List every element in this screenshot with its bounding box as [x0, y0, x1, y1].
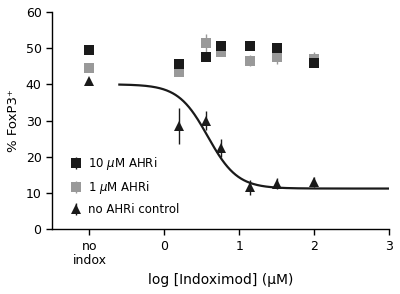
- X-axis label: log [Indoximod] (μM): log [Indoximod] (μM): [148, 273, 293, 287]
- Legend: 10 $\mu$M AHRi, 1 $\mu$M AHRi, no AHRi control: 10 $\mu$M AHRi, 1 $\mu$M AHRi, no AHRi c…: [68, 153, 182, 219]
- Y-axis label: % FoxP3⁺: % FoxP3⁺: [7, 89, 20, 152]
